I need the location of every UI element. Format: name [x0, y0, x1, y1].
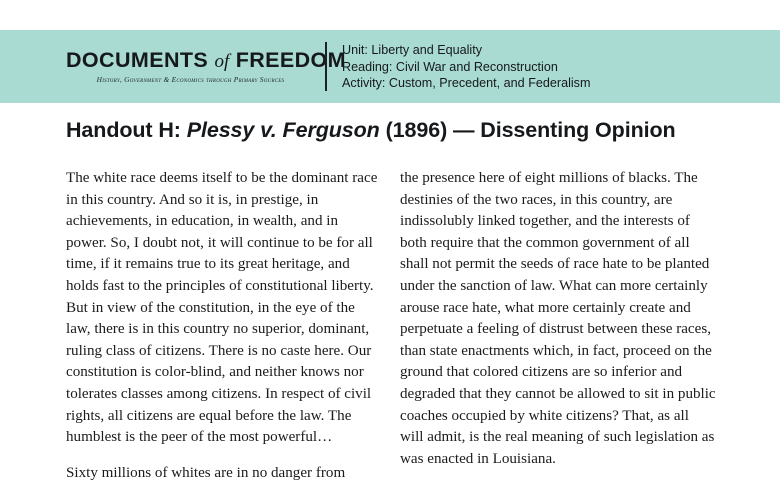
page-title: Handout H: Plessy v. Ferguson (1896) — D… [66, 118, 766, 143]
body-column-left: The white race deems itself to be the do… [66, 168, 382, 484]
page-title-prefix: Handout H: [66, 118, 187, 142]
brand-title-of: of [214, 51, 230, 73]
brand-block: DOCUMENTS of FREEDOM History, Government… [0, 48, 346, 84]
paragraph: The white race deems itself to be the do… [66, 170, 378, 446]
page-title-suffix: (1896) — Dissenting Opinion [379, 118, 676, 142]
document-header-band: DOCUMENTS of FREEDOM History, Government… [0, 30, 780, 103]
paragraph: the presence here of eight millions of b… [400, 170, 716, 467]
meta-line-reading: Reading: Civil War and Reconstruction [342, 59, 558, 74]
meta-line-unit: Unit: Liberty and Equality [342, 43, 483, 57]
brand-title: DOCUMENTS of FREEDOM [66, 48, 346, 73]
header-vertical-divider [325, 42, 327, 91]
brand-title-part1: DOCUMENTS [66, 48, 209, 73]
page-title-case-name: Plessy v. Ferguson [186, 118, 380, 142]
brand-title-part2: FREEDOM [235, 48, 346, 73]
meta-line-activity: Activity: Custom, Precedent, and Federal… [342, 76, 591, 91]
brand-tagline: History, Government & Economics through … [96, 74, 285, 84]
body-column-right: the presence here of eight millions of b… [400, 168, 716, 484]
paragraph: Sixty millions of whites are in no dange… [66, 464, 346, 481]
body-columns: The white race deems itself to be the do… [66, 168, 716, 484]
header-metadata: Unit: Liberty and Equality Reading: Civi… [342, 42, 762, 92]
